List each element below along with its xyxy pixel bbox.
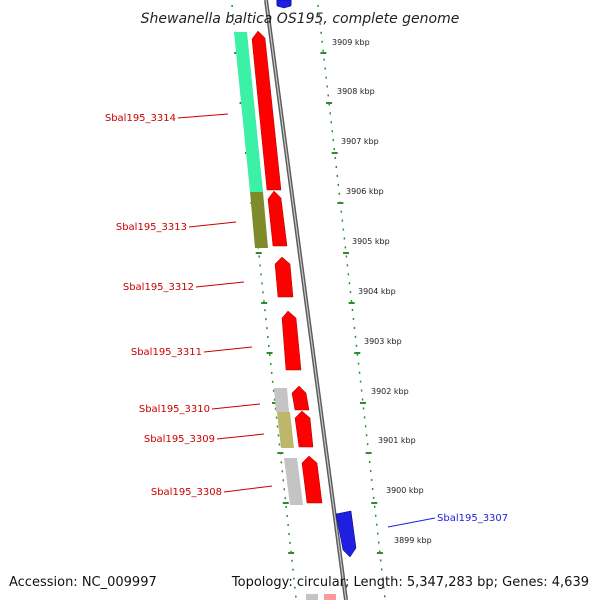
cog-block-gray-1 <box>274 388 289 412</box>
cog-block-khaki <box>277 412 294 448</box>
kbp-label: 3899 kbp <box>394 536 432 545</box>
gene-arrow-sbal195-3313 <box>267 190 288 247</box>
bottom-fragments <box>306 594 336 600</box>
map-title: Shewanella baltica OS195, complete genom… <box>141 11 460 27</box>
backbone <box>264 0 348 600</box>
gene-label-sbal195-3314: Sbal195_3314 <box>105 113 176 124</box>
gene-label-sbal195-3310: Sbal195_3310 <box>139 404 210 415</box>
cog-block-olive <box>250 192 268 248</box>
kbp-label: 3905 kbp <box>352 237 390 246</box>
leader-lines <box>177 113 273 493</box>
leader-line-reverse <box>387 517 436 528</box>
cog-columns <box>234 0 303 505</box>
gene-label-sbal195-3308: Sbal195_3308 <box>151 487 222 498</box>
kbp-label: 3901 kbp <box>378 436 416 445</box>
cog-block-gray-2 <box>284 458 303 505</box>
kbp-label: 3906 kbp <box>346 187 384 196</box>
kbp-label: 3904 kbp <box>358 287 396 296</box>
forward-genes <box>251 30 323 504</box>
gene-label-sbal195-3307: Sbal195_3307 <box>437 513 508 524</box>
gene-arrow-sbal195-3309 <box>294 410 314 448</box>
gene-arrow-sbal195-3314 <box>251 30 282 191</box>
kbp-label: 3907 kbp <box>341 137 379 146</box>
gene-arrow-sbal195-3311 <box>281 310 302 371</box>
gene-labels: Sbal195_3314 Sbal195_3313 Sbal195_3312 S… <box>105 113 508 524</box>
gene-label-sbal195-3313: Sbal195_3313 <box>116 222 187 233</box>
gene-label-sbal195-3309: Sbal195_3309 <box>144 434 215 445</box>
gene-label-sbal195-3311: Sbal195_3311 <box>131 347 202 358</box>
gene-arrow-sbal195-3310 <box>291 385 310 411</box>
gene-arrow-sbal195-3312 <box>274 256 294 298</box>
gene-label-sbal195-3312: Sbal195_3312 <box>123 282 194 293</box>
gene-arrow-top-blue <box>276 0 292 9</box>
kbp-label: 3909 kbp <box>332 38 370 47</box>
kbp-scale-labels: 3909 kbp 3908 kbp 3907 kbp 3906 kbp 3905… <box>332 38 432 545</box>
kbp-label: 3903 kbp <box>364 337 402 346</box>
accession-text: Accession: NC_009997 <box>9 575 157 590</box>
cog-block-aquamarine <box>234 32 263 192</box>
gene-arrow-sbal195-3308 <box>301 455 323 504</box>
topology-text: Topology: circular; Length: 5,347,283 bp… <box>231 575 589 590</box>
kbp-label: 3900 kbp <box>386 486 424 495</box>
reverse-genes <box>276 0 357 558</box>
gene-arrow-sbal195-3307 <box>335 510 357 558</box>
kbp-label: 3902 kbp <box>371 387 409 396</box>
kbp-label: 3908 kbp <box>337 87 375 96</box>
